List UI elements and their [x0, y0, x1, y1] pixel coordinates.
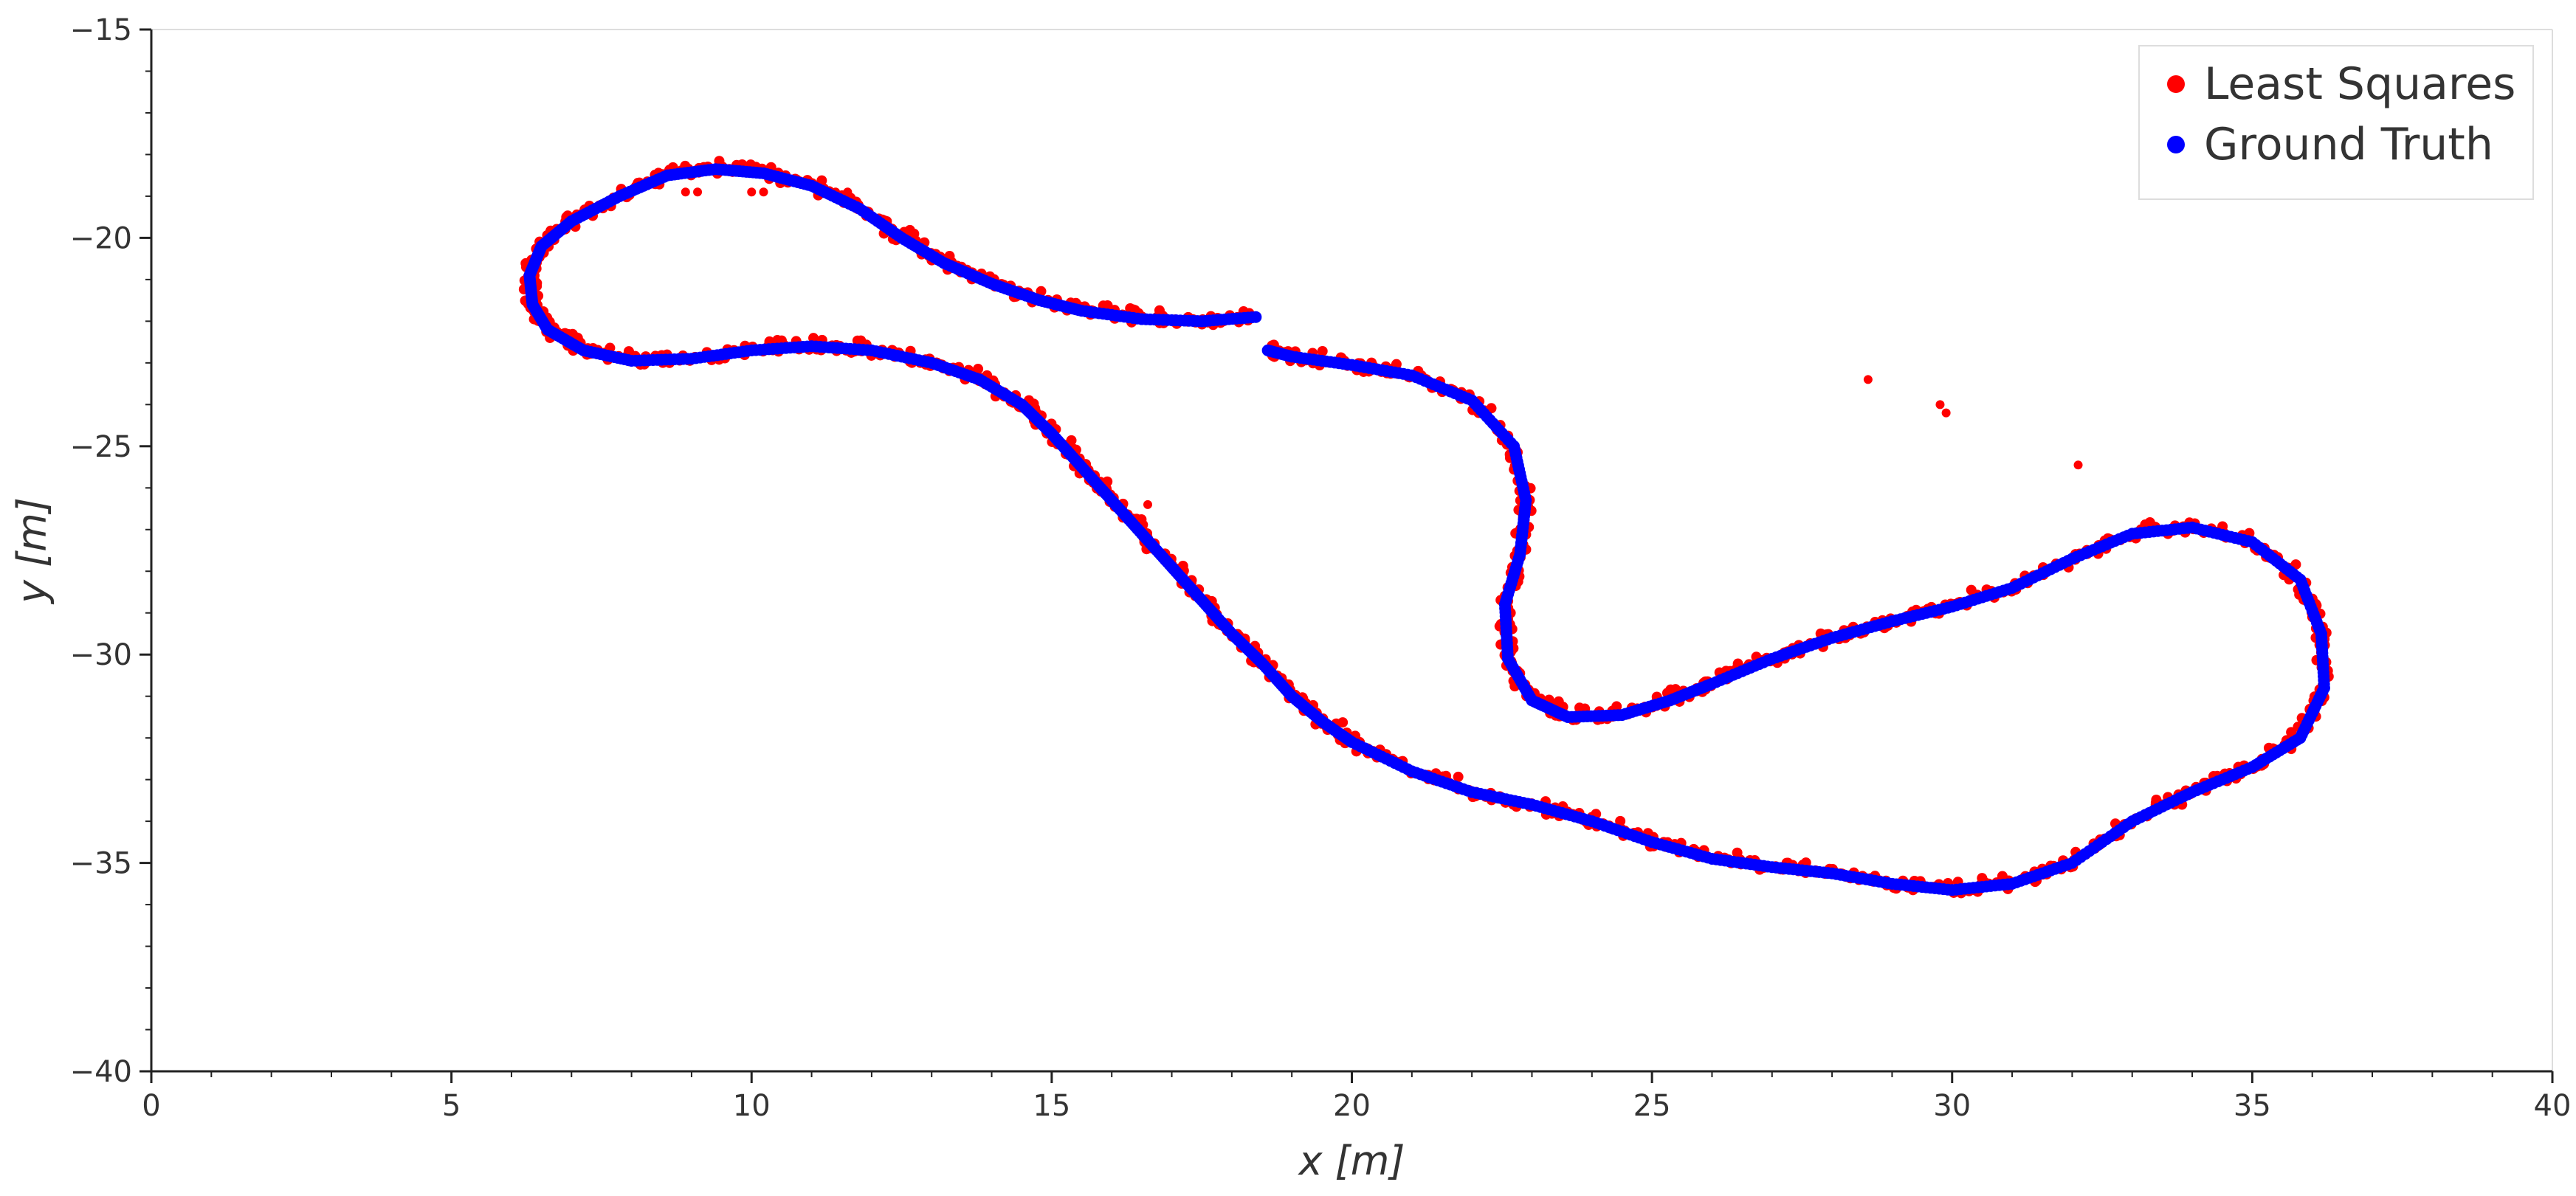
data-point — [1453, 771, 1464, 782]
x-tick-label: 5 — [442, 1089, 461, 1123]
outlier-point — [747, 187, 757, 197]
plot-area — [518, 156, 2334, 899]
x-tick-label: 35 — [2234, 1089, 2271, 1123]
x-tick-label: 40 — [2534, 1089, 2572, 1123]
data-point — [1615, 815, 1626, 826]
y-tick-label: −15 — [70, 13, 132, 47]
x-axis-label: x [m] — [1298, 1138, 1405, 1184]
outlier-point — [1935, 400, 1945, 409]
data-point — [1066, 435, 1077, 446]
legend-marker — [2167, 75, 2185, 93]
data-point — [1337, 717, 1349, 728]
y-tick-label: −35 — [70, 847, 132, 881]
legend-box — [2138, 45, 2534, 200]
data-point — [1966, 584, 1977, 595]
y-tick-label: −20 — [70, 221, 132, 255]
data-point — [1317, 345, 1328, 356]
x-tick-label: 25 — [1633, 1089, 1671, 1123]
y-axis-label: y [m] — [9, 497, 55, 605]
x-tick-label: 0 — [142, 1089, 160, 1123]
data-point — [1125, 303, 1136, 314]
x-tick-label: 30 — [1933, 1089, 1971, 1123]
data-point — [1261, 344, 1274, 356]
series-least-squares — [518, 156, 2334, 899]
y-tick-label: −25 — [70, 430, 132, 464]
x-tick-label: 15 — [1033, 1089, 1070, 1123]
data-point — [973, 364, 984, 375]
outlier-point — [681, 187, 690, 197]
legend-label: Ground Truth — [2204, 119, 2493, 170]
legend-marker — [2167, 136, 2185, 153]
outlier-point — [2073, 460, 2083, 470]
outlier-point — [1143, 500, 1152, 509]
outlier-point — [759, 187, 768, 197]
outlier-point — [843, 187, 853, 197]
data-point — [816, 175, 827, 186]
outlier-point — [1941, 408, 1951, 418]
x-tick-label: 10 — [733, 1089, 771, 1123]
legend: Least Squares Ground Truth — [2138, 45, 2534, 200]
y-tick-label: −30 — [70, 638, 132, 672]
data-point — [1574, 702, 1585, 713]
outlier-point — [1863, 375, 1873, 384]
outlier-point — [693, 187, 703, 197]
series-ground-truth — [523, 163, 2330, 896]
y-tick-label: −40 — [70, 1055, 132, 1089]
x-tick-label: 20 — [1333, 1089, 1371, 1123]
axes: 0 5 10 15 20 25 30 35 40 −40 −35 −30 −25 −20 −15 x [m] y… — [9, 13, 2571, 1184]
legend-label: Least Squares — [2204, 58, 2515, 110]
